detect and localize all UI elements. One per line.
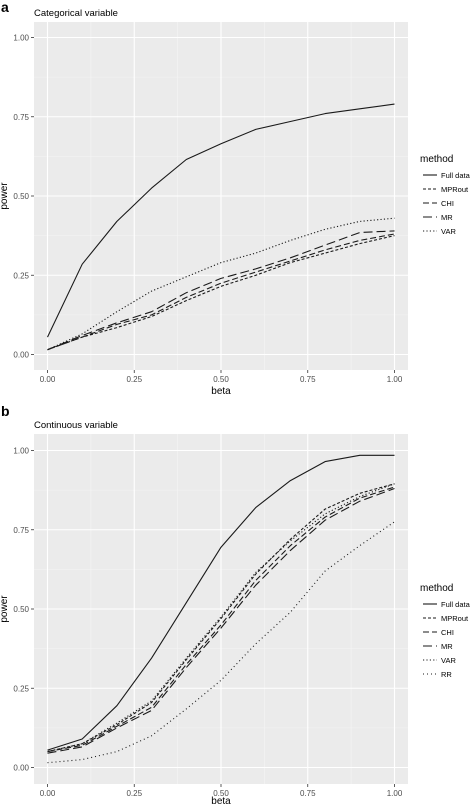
x-axis-label-b: beta — [211, 796, 231, 805]
gridlines-b — [34, 434, 408, 784]
legend-item: VAR — [423, 227, 456, 236]
legend-item: Full data — [423, 600, 471, 609]
series-line-chi — [47, 233, 395, 351]
panel-subtitle-b: Continuous variable — [34, 420, 118, 431]
legend-label: CHI — [441, 199, 454, 208]
series-line-var — [47, 217, 395, 351]
legend-item: MPRout — [423, 185, 469, 194]
legend-label: MPRout — [441, 185, 469, 194]
y-tick-label: 0.50 — [13, 605, 29, 614]
y-tick-label: 0.25 — [13, 684, 29, 693]
y-axis-ticks-b: 0.00 0.25 0.50 0.75 1.00 — [13, 447, 34, 773]
series-line-mprout — [47, 235, 395, 351]
x-tick-label: 0.00 — [40, 789, 56, 798]
x-tick-label: 0.75 — [300, 789, 316, 798]
x-tick-label: 0.50 — [213, 789, 229, 798]
legend-a: method Full data MPRout CHI MR VAR — [420, 154, 471, 236]
y-tick-label: 0.50 — [13, 192, 29, 201]
series-line-mprout — [47, 483, 395, 753]
x-tick-label: 0.00 — [40, 375, 56, 384]
legend-item: MPRout — [423, 614, 469, 623]
x-axis-label-a: beta — [211, 386, 231, 397]
legend-item: CHI — [423, 199, 454, 208]
x-axis-ticks-b: 0.00 0.25 0.50 0.75 1.00 — [40, 784, 403, 798]
legend-items-b: Full data MPRout CHI MR VAR RR — [423, 600, 471, 679]
x-axis-ticks-a: 0.00 0.25 0.50 0.75 1.00 — [40, 370, 403, 384]
y-tick-label: 0.25 — [13, 271, 29, 280]
x-tick-label: 1.00 — [387, 789, 403, 798]
legend-label: Full data — [441, 600, 471, 609]
y-tick-label: 1.00 — [13, 447, 29, 456]
panel-subtitle-a: Categorical variable — [34, 8, 118, 19]
legend-label: CHI — [441, 628, 454, 637]
y-axis-label-a: power — [0, 182, 10, 210]
series-group-a — [47, 103, 395, 351]
x-tick-label: 0.75 — [300, 375, 316, 384]
gridlines-a — [34, 22, 408, 370]
legend-label: VAR — [441, 227, 456, 236]
y-tick-label: 1.00 — [13, 34, 29, 43]
legend-item: CHI — [423, 628, 454, 637]
legend-b: method Full data MPRout CHI MR VAR RR — [420, 583, 471, 679]
legend-item: RR — [423, 670, 452, 679]
series-line-mr — [47, 230, 395, 351]
series-line-mr — [47, 487, 395, 754]
legend-item: MR — [423, 213, 453, 222]
panel-a: a Categorical variable 0.00 0.25 0.50 0.75 1… — [0, 0, 471, 397]
series-group-b — [47, 454, 395, 764]
x-tick-label: 0.25 — [126, 789, 142, 798]
x-tick-label: 1.00 — [387, 375, 403, 384]
legend-label: MR — [441, 642, 453, 651]
legend-label: MPRout — [441, 614, 469, 623]
panel-tag-b: b — [1, 403, 10, 419]
y-axis-label-b: power — [0, 595, 10, 623]
panel-tag-a: a — [1, 0, 9, 15]
legend-title-a: method — [420, 154, 453, 165]
x-tick-label: 0.25 — [126, 375, 142, 384]
series-line-full-data — [47, 454, 395, 751]
x-tick-label: 0.50 — [213, 375, 229, 384]
legend-title-b: method — [420, 583, 453, 594]
legend-label: RR — [441, 670, 452, 679]
panel-b: b Continuous variable 0.00 0.25 0.50 0.75 1.… — [0, 403, 471, 807]
legend-item: Full data — [423, 171, 471, 180]
legend-label: MR — [441, 213, 453, 222]
legend-item: MR — [423, 642, 453, 651]
legend-label: Full data — [441, 171, 471, 180]
legend-item: VAR — [423, 656, 456, 665]
legend-label: VAR — [441, 656, 456, 665]
y-tick-label: 0.75 — [13, 113, 29, 122]
legend-items-a: Full data MPRout CHI MR VAR — [423, 171, 471, 236]
y-tick-label: 0.75 — [13, 526, 29, 535]
y-axis-ticks-a: 0.00 0.25 0.50 0.75 1.00 — [13, 34, 34, 360]
y-tick-label: 0.00 — [13, 764, 29, 773]
y-tick-label: 0.00 — [13, 351, 29, 360]
series-line-full-data — [47, 103, 395, 338]
